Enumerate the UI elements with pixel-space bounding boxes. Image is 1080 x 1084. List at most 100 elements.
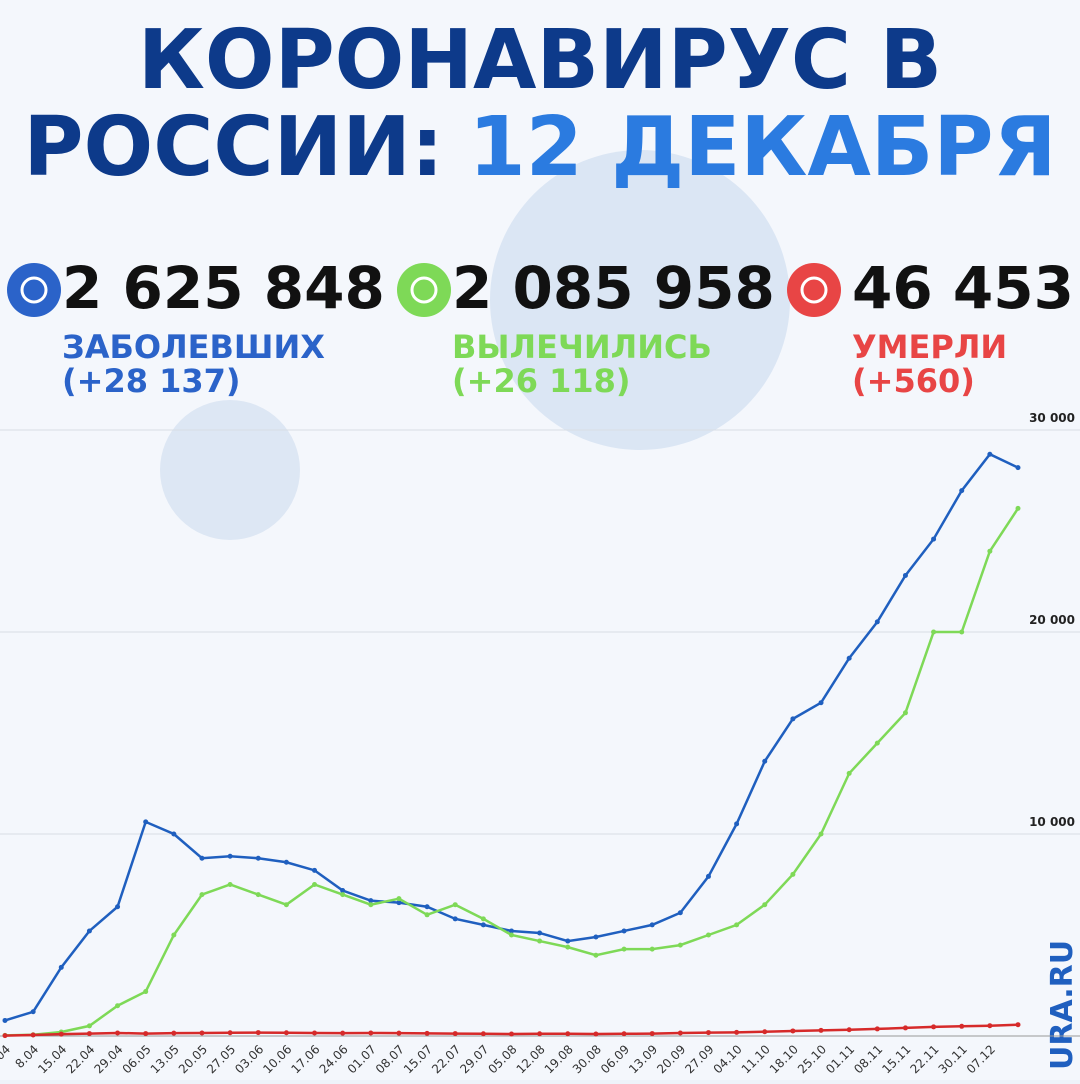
data-point bbox=[959, 629, 965, 635]
data-point bbox=[621, 946, 627, 952]
data-point bbox=[480, 916, 486, 922]
data-point bbox=[115, 1030, 121, 1036]
data-point bbox=[58, 1031, 64, 1037]
data-point bbox=[171, 932, 177, 938]
data-point bbox=[368, 902, 374, 908]
title-date: 12 ДЕКАБРЯ bbox=[469, 100, 1057, 195]
data-point bbox=[396, 900, 402, 906]
stat-value: 46 453 bbox=[852, 254, 1074, 322]
data-point bbox=[396, 1030, 402, 1036]
data-point bbox=[115, 1003, 121, 1009]
stat-change: (+560) bbox=[852, 362, 975, 400]
data-point bbox=[283, 1030, 289, 1036]
data-point bbox=[987, 451, 993, 457]
data-point bbox=[312, 867, 318, 873]
stat-icon bbox=[397, 263, 451, 317]
data-point bbox=[790, 871, 796, 877]
y-tick-label: 10 000 bbox=[1029, 815, 1075, 829]
data-point bbox=[86, 928, 92, 934]
data-point bbox=[734, 821, 740, 827]
y-tick-label: 30 000 bbox=[1029, 411, 1075, 425]
stat-value: 2 625 848 bbox=[62, 254, 385, 322]
data-point bbox=[143, 1031, 149, 1037]
data-point bbox=[1015, 1022, 1021, 1028]
data-point bbox=[452, 902, 458, 908]
stat-label: УМЕРЛИ bbox=[852, 328, 1007, 366]
data-point bbox=[987, 548, 993, 554]
data-point bbox=[312, 882, 318, 887]
data-point bbox=[255, 1030, 261, 1036]
data-point bbox=[649, 1031, 655, 1037]
data-point bbox=[199, 1030, 205, 1036]
data-point bbox=[58, 964, 64, 970]
data-point bbox=[846, 1027, 852, 1033]
data-point bbox=[480, 1031, 486, 1037]
data-point bbox=[790, 716, 796, 722]
data-point bbox=[565, 938, 571, 944]
data-point bbox=[818, 831, 824, 837]
data-point bbox=[340, 888, 346, 894]
data-point bbox=[846, 770, 852, 776]
title: РОССИИ: 12 ДЕКАБРЯ bbox=[23, 100, 1056, 195]
data-point bbox=[452, 916, 458, 922]
data-point bbox=[677, 942, 683, 948]
data-point bbox=[874, 1026, 880, 1032]
data-point bbox=[818, 700, 824, 706]
stat-icon bbox=[7, 263, 61, 317]
data-point bbox=[227, 882, 233, 887]
data-point bbox=[255, 855, 261, 861]
data-point bbox=[1015, 505, 1021, 511]
stat-icon-detail bbox=[410, 276, 438, 304]
data-point bbox=[621, 1031, 627, 1037]
logo: URA.RU bbox=[1045, 940, 1080, 1070]
stat-icon bbox=[787, 263, 841, 317]
data-point bbox=[396, 896, 402, 902]
data-point bbox=[762, 758, 768, 764]
data-point bbox=[340, 1030, 346, 1036]
data-point bbox=[677, 910, 683, 916]
data-point bbox=[2, 1017, 8, 1023]
data-point bbox=[593, 1031, 599, 1037]
stat-value: 2 085 958 bbox=[452, 254, 775, 322]
data-point bbox=[30, 1009, 36, 1015]
data-point bbox=[30, 1032, 36, 1038]
data-point bbox=[959, 488, 965, 494]
data-point bbox=[931, 1024, 937, 1030]
y-tick-label: 20 000 bbox=[1029, 613, 1075, 627]
data-point bbox=[312, 1030, 318, 1036]
data-point bbox=[143, 989, 149, 995]
data-point bbox=[340, 892, 346, 898]
data-point bbox=[593, 934, 599, 940]
data-point bbox=[424, 904, 430, 910]
data-point bbox=[171, 1030, 177, 1036]
data-point bbox=[874, 740, 880, 746]
data-point bbox=[931, 536, 937, 542]
data-point bbox=[255, 892, 261, 898]
data-point bbox=[734, 1029, 740, 1035]
data-point bbox=[424, 1030, 430, 1036]
data-point bbox=[959, 1023, 965, 1029]
data-point bbox=[143, 819, 149, 825]
data-point bbox=[931, 629, 937, 635]
data-point bbox=[452, 1031, 458, 1037]
data-point bbox=[621, 928, 627, 934]
data-point bbox=[199, 892, 205, 898]
data-point bbox=[509, 932, 514, 938]
data-point bbox=[902, 572, 908, 578]
data-point bbox=[565, 1031, 571, 1037]
data-point bbox=[565, 944, 571, 950]
data-point bbox=[846, 655, 852, 661]
data-point bbox=[874, 619, 880, 625]
data-point bbox=[115, 904, 121, 910]
data-point bbox=[818, 1027, 824, 1033]
data-point bbox=[283, 902, 289, 908]
stat-label: ВЫЛЕЧИЛИСЬ bbox=[452, 328, 712, 366]
data-point bbox=[509, 1031, 514, 1037]
data-point bbox=[199, 855, 205, 861]
data-point bbox=[283, 859, 289, 865]
data-point bbox=[677, 1030, 683, 1036]
data-point bbox=[86, 1031, 92, 1037]
data-point bbox=[705, 1030, 711, 1036]
data-point bbox=[902, 1025, 908, 1031]
